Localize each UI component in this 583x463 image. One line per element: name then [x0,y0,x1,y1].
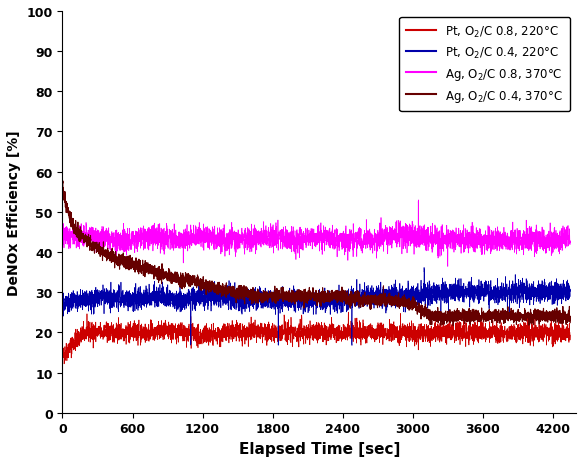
Y-axis label: DeNOx Efficiency [%]: DeNOx Efficiency [%] [7,130,21,295]
X-axis label: Elapsed Time [sec]: Elapsed Time [sec] [238,441,400,456]
Legend: Pt, O$_2$/C 0.8, 220°C, Pt, O$_2$/C 0.4, 220°C, Ag, O$_2$/C 0.8, 370°C, Ag, O$_2: Pt, O$_2$/C 0.8, 220°C, Pt, O$_2$/C 0.4,… [399,18,570,112]
